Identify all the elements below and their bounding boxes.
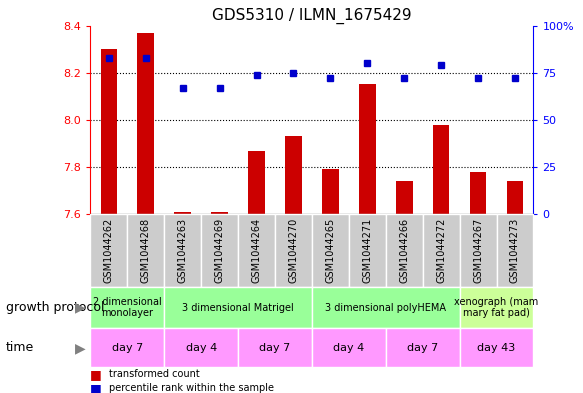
Bar [459, 287, 533, 328]
Text: 3 dimensional Matrigel: 3 dimensional Matrigel [182, 303, 294, 312]
Text: GSM1044265: GSM1044265 [325, 218, 335, 283]
Bar [238, 214, 275, 287]
Text: 3 dimensional polyHEMA: 3 dimensional polyHEMA [325, 303, 446, 312]
Text: percentile rank within the sample: percentile rank within the sample [109, 383, 274, 393]
Text: ■: ■ [90, 382, 102, 393]
Bar [359, 84, 375, 214]
Text: time: time [6, 341, 34, 354]
Text: GSM1044268: GSM1044268 [141, 218, 151, 283]
Bar [248, 151, 265, 214]
Bar [90, 328, 164, 367]
Text: day 43: day 43 [477, 343, 515, 353]
Text: transformed count: transformed count [109, 369, 200, 379]
Text: GSM1044266: GSM1044266 [399, 218, 409, 283]
Text: day 4: day 4 [333, 343, 364, 353]
Bar [138, 33, 154, 214]
Bar [100, 49, 117, 214]
Bar [164, 328, 238, 367]
Text: day 4: day 4 [185, 343, 217, 353]
Bar [312, 214, 349, 287]
Bar [275, 214, 312, 287]
Bar [507, 181, 524, 214]
Text: GSM1044271: GSM1044271 [362, 218, 373, 283]
Bar [174, 212, 191, 214]
Text: day 7: day 7 [407, 343, 438, 353]
Text: growth protocol: growth protocol [6, 301, 104, 314]
Text: GSM1044273: GSM1044273 [510, 218, 520, 283]
Title: GDS5310 / ILMN_1675429: GDS5310 / ILMN_1675429 [212, 8, 412, 24]
Bar [497, 214, 533, 287]
Bar [470, 172, 486, 214]
Bar [386, 214, 423, 287]
Bar [211, 212, 228, 214]
Text: GSM1044267: GSM1044267 [473, 218, 483, 283]
Bar [127, 214, 164, 287]
Bar [238, 328, 312, 367]
Text: GSM1044272: GSM1044272 [436, 218, 446, 283]
Bar [90, 287, 164, 328]
Text: GSM1044269: GSM1044269 [215, 218, 224, 283]
Text: 2 dimensional
monolayer: 2 dimensional monolayer [93, 297, 161, 318]
Bar [433, 125, 449, 214]
Bar [459, 328, 533, 367]
Text: GSM1044263: GSM1044263 [178, 218, 188, 283]
Bar [164, 287, 312, 328]
Text: day 7: day 7 [259, 343, 290, 353]
Bar [322, 169, 339, 214]
Text: day 7: day 7 [112, 343, 143, 353]
Bar [386, 328, 459, 367]
Bar [285, 136, 302, 214]
Bar [349, 214, 386, 287]
Text: ▶: ▶ [75, 301, 85, 314]
Text: GSM1044264: GSM1044264 [251, 218, 262, 283]
Bar [423, 214, 459, 287]
Text: GSM1044262: GSM1044262 [104, 218, 114, 283]
Bar [164, 214, 201, 287]
Bar [90, 214, 127, 287]
Text: ▶: ▶ [75, 341, 85, 355]
Text: ■: ■ [90, 367, 102, 381]
Bar [312, 328, 386, 367]
Bar [459, 214, 497, 287]
Bar [201, 214, 238, 287]
Text: xenograph (mam
mary fat pad): xenograph (mam mary fat pad) [454, 297, 539, 318]
Bar [312, 287, 459, 328]
Text: GSM1044270: GSM1044270 [289, 218, 298, 283]
Bar [396, 181, 413, 214]
